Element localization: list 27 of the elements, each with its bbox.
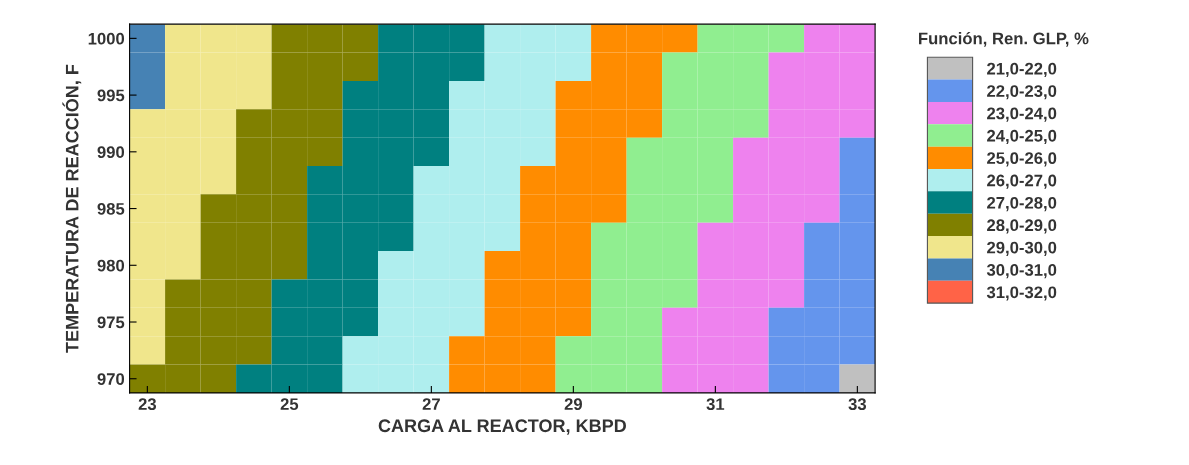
- y-tick-label: 970: [97, 373, 125, 385]
- color-bar-label: 31,0-32,0: [986, 286, 1057, 301]
- y-tick-label: 975: [97, 316, 125, 329]
- color-bar-label: 28,0-29,0: [987, 219, 1057, 234]
- y-tick-label: 1000: [88, 32, 125, 45]
- x-tick-label: 29: [564, 398, 582, 411]
- x-tick-label: 33: [848, 398, 867, 411]
- color-bar-label: 23,0-24,0: [987, 107, 1057, 122]
- color-bar-label: 29,0-30,0: [987, 241, 1057, 256]
- x-axis-title: CARGA AL REACTOR, KBPD: [378, 419, 626, 435]
- legend-title: Función, Ren. GLP, %: [919, 31, 1089, 47]
- color-bar-label: 21,0-22,0: [987, 62, 1057, 77]
- color-bar-label: 30,0-31,0: [986, 264, 1057, 279]
- y-axis-title: TEMPERATURA DE REACCIÓN, F: [62, 64, 82, 353]
- color-bar-label: 26,0-27,0: [987, 174, 1057, 189]
- x-tick-label: 23: [138, 398, 157, 411]
- color-bar-label: 24,0-25,0: [987, 129, 1057, 145]
- y-tick-label: 980: [97, 259, 125, 272]
- color-bar-label: 22,0-23,0: [987, 85, 1057, 100]
- y-tick-label: 985: [97, 202, 125, 215]
- y-tick-label: 995: [97, 89, 125, 102]
- x-tick-label: 25: [280, 398, 299, 411]
- x-tick-label: 31: [706, 398, 725, 411]
- x-tick-label: 27: [422, 398, 440, 410]
- color-bar-label: 27,0-28,0: [987, 196, 1057, 212]
- y-tick-label: 990: [97, 146, 125, 159]
- color-bar-label: 25,0-26,0: [987, 152, 1057, 167]
